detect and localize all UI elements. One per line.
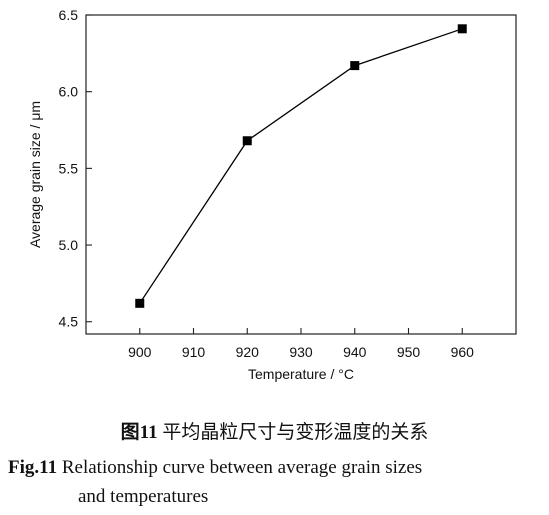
x-tick-label: 960 bbox=[451, 344, 475, 360]
data-series bbox=[135, 24, 467, 308]
y-tick-label: 6.5 bbox=[59, 7, 79, 23]
figure-number-en: Fig.11 bbox=[8, 457, 58, 478]
y-tick-label: 5.0 bbox=[59, 237, 79, 253]
x-tick-label: 930 bbox=[289, 344, 313, 360]
x-axis-ticks: 900 910 920 930 940 950 960 bbox=[128, 328, 474, 360]
figure-caption-english: Fig.11 Relationship curve between averag… bbox=[8, 453, 548, 511]
figure-number-cn: 图11 bbox=[120, 422, 158, 443]
chart: 900 910 920 930 940 950 960 4.5 5.0 5.5 6.0 6.5 Te… bbox=[27, 7, 517, 382]
data-point bbox=[135, 298, 145, 308]
x-tick-label: 950 bbox=[397, 344, 421, 360]
data-point bbox=[350, 61, 360, 71]
figure-caption-chinese: 图11 平均晶粒尺寸与变形温度的关系 bbox=[0, 417, 549, 444]
caption-text-cn: 平均晶粒尺寸与变形温度的关系 bbox=[157, 422, 429, 443]
data-point bbox=[457, 24, 467, 34]
plot-frame bbox=[85, 14, 517, 335]
x-axis-title: Temperature / °C bbox=[248, 366, 354, 382]
x-tick-label: 910 bbox=[182, 344, 206, 360]
y-tick-label: 6.0 bbox=[59, 84, 79, 100]
y-tick-label: 4.5 bbox=[59, 314, 79, 330]
caption-text-en-line2: and temperatures bbox=[78, 486, 209, 507]
y-tick-label: 5.5 bbox=[59, 160, 79, 176]
y-axis-ticks: 4.5 5.0 5.5 6.0 6.5 bbox=[59, 7, 92, 330]
x-tick-label: 900 bbox=[128, 344, 152, 360]
y-axis-title: Average grain size / μm bbox=[27, 101, 43, 248]
x-tick-label: 920 bbox=[236, 344, 260, 360]
series-line bbox=[139, 28, 463, 304]
caption-text-en-line1: Relationship curve between average grain… bbox=[57, 457, 423, 478]
data-point bbox=[242, 136, 252, 146]
x-tick-label: 940 bbox=[343, 344, 367, 360]
